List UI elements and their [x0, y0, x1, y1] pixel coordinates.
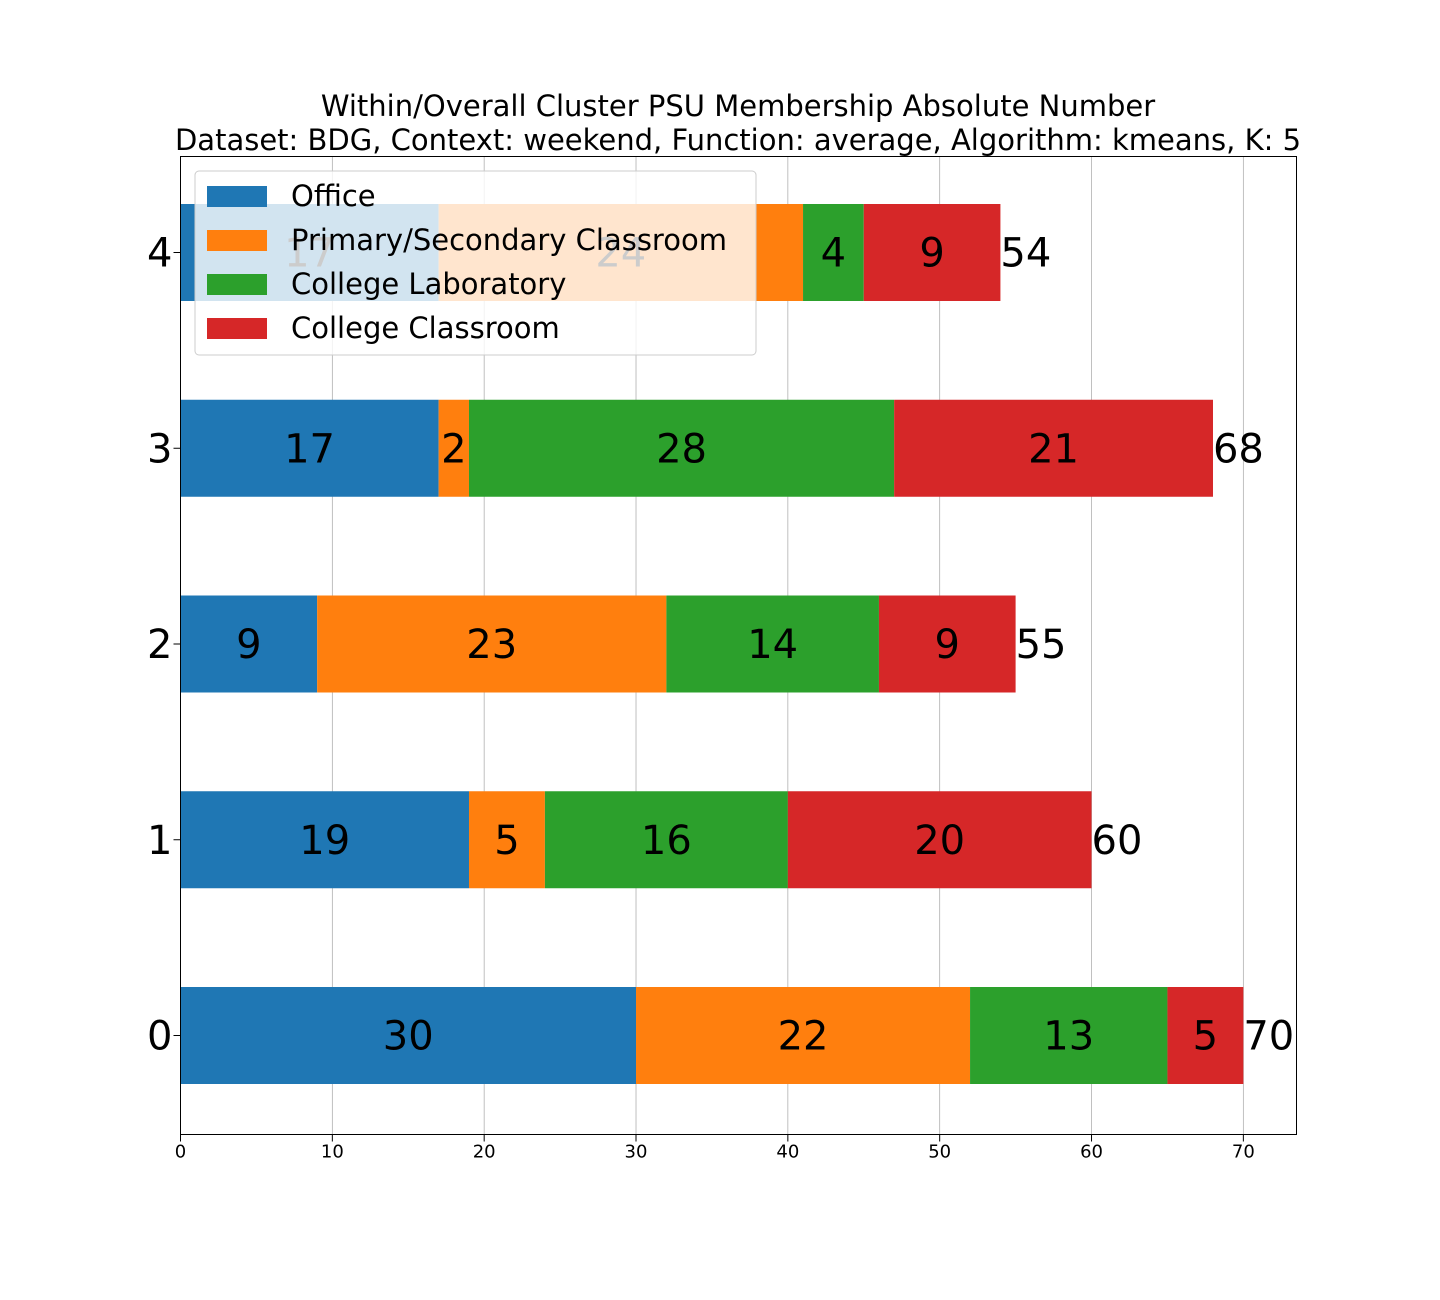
legend-label: Office	[291, 179, 376, 213]
bar-segment	[468, 399, 895, 497]
bar-segment	[894, 399, 1213, 497]
x-tick-label: 30	[625, 1142, 648, 1163]
bar-segment	[863, 204, 1001, 301]
bar-segment	[468, 791, 545, 889]
segment-value-label: 17	[284, 426, 335, 472]
legend-box	[194, 170, 757, 356]
bar-segment	[180, 399, 439, 497]
y-tick-label: 0	[147, 1014, 172, 1060]
segment-value-label: 23	[466, 622, 517, 668]
bar-segment	[803, 204, 864, 301]
segment-value-label: 22	[778, 1014, 829, 1060]
chart-title: Within/Overall Cluster PSU Membership Ab…	[321, 89, 1155, 123]
bar-segment	[180, 791, 469, 889]
legend-swatch	[207, 274, 267, 295]
segment-value-label: 21	[1028, 426, 1079, 472]
legend: Office Primary/Secondary Classroom College…	[194, 170, 757, 356]
segment-value-label: 9	[935, 622, 960, 668]
x-tick-label: 0	[175, 1142, 186, 1163]
bar-segment	[1167, 987, 1244, 1084]
y-tick-label: 1	[147, 818, 172, 864]
x-tick-label: 10	[321, 1142, 344, 1163]
x-tick-label: 60	[1080, 1142, 1103, 1163]
chart-subtitle: Dataset: BDG, Context: weekend, Function…	[175, 123, 1301, 157]
legend-label: College Laboratory	[291, 267, 566, 301]
segment-value-label: 9	[919, 231, 944, 277]
x-tick-label: 70	[1232, 1142, 1255, 1163]
bar-segment	[180, 987, 637, 1084]
segment-value-label: 28	[656, 426, 707, 472]
bar-segment	[180, 595, 318, 693]
segment-value-label: 19	[299, 818, 350, 864]
bar-total-label: 70	[1243, 1014, 1294, 1060]
bar-segment	[636, 987, 971, 1084]
bar-total-label: 68	[1213, 426, 1264, 472]
segment-value-label: 20	[914, 818, 965, 864]
plot-frame	[180, 156, 1297, 1135]
bar-segment	[970, 987, 1168, 1084]
data-labels: 3022135701951620609231495517228216817244…	[236, 231, 1294, 1060]
y-tick-label: 2	[147, 622, 172, 668]
bar-total-label: 55	[1016, 622, 1067, 668]
segment-value-label: 30	[383, 1014, 434, 1060]
y-tick-label: 4	[147, 231, 172, 277]
legend-label: College Classroom	[291, 311, 560, 345]
segment-value-label: 13	[1043, 1014, 1094, 1060]
y-tick-label: 3	[147, 426, 172, 472]
segment-value-label: 4	[821, 231, 846, 277]
x-tick-label: 20	[473, 1142, 496, 1163]
bar-segment	[787, 791, 1092, 889]
segment-value-label: 9	[236, 622, 261, 668]
bar-segment	[878, 595, 1016, 693]
legend-swatch	[207, 186, 267, 207]
segment-value-label: 5	[494, 818, 519, 864]
legend-swatch	[207, 230, 267, 251]
x-tick-label: 40	[776, 1142, 799, 1163]
bar-segment	[438, 399, 469, 497]
legend-swatch	[207, 318, 267, 339]
legend-label: Primary/Secondary Classroom	[291, 223, 727, 257]
segment-value-label: 14	[747, 622, 798, 668]
bar-segment	[544, 791, 788, 889]
bar-segment	[666, 595, 879, 693]
segment-value-label: 5	[1193, 1014, 1218, 1060]
x-tick-label: 50	[928, 1142, 951, 1163]
segment-value-label: 2	[441, 426, 466, 472]
bar-segment	[317, 595, 667, 693]
bar-total-label: 54	[1000, 231, 1051, 277]
bar-total-label: 60	[1092, 818, 1143, 864]
segment-value-label: 16	[641, 818, 692, 864]
